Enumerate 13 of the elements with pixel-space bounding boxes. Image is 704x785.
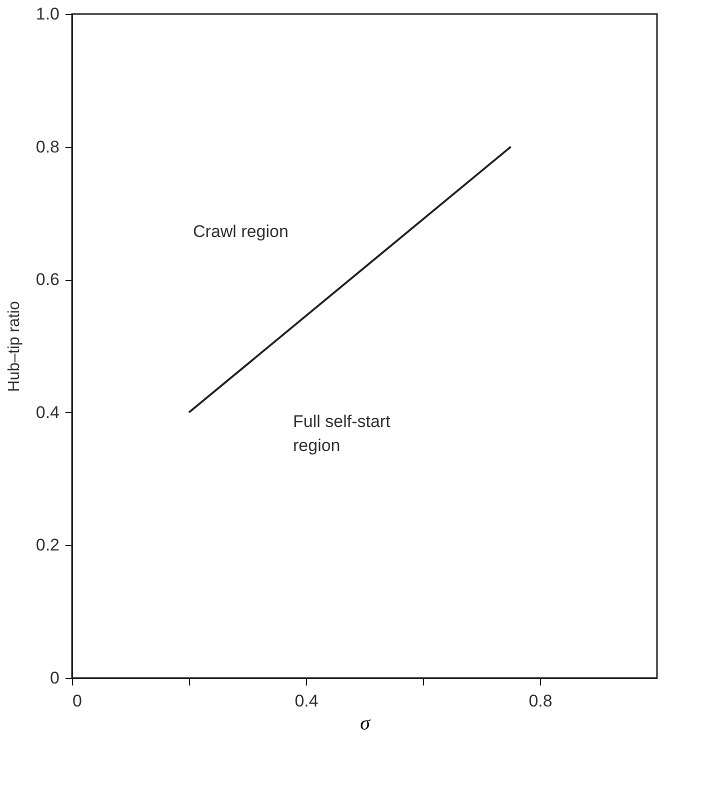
y-tick-label: 0.2 — [36, 536, 60, 555]
y-tick-label: 0 — [50, 668, 60, 688]
x-tick-label: 0.8 — [528, 692, 552, 710]
annotation: Full self-start region — [293, 412, 391, 455]
y-tick-label: 0.8 — [36, 137, 60, 156]
x-axis-title: σ — [360, 712, 372, 734]
y-tick-label: 1.0 — [36, 4, 60, 24]
y-tick-label: 0.4 — [36, 402, 60, 422]
x-tick-label: 0.4 — [294, 692, 318, 710]
y-tick-label: 0.6 — [36, 270, 60, 290]
y-axis-title: Hub–tip ratio — [6, 301, 23, 392]
x-tick-label: 0 — [72, 692, 82, 710]
annotation: Crawl region — [193, 222, 288, 241]
